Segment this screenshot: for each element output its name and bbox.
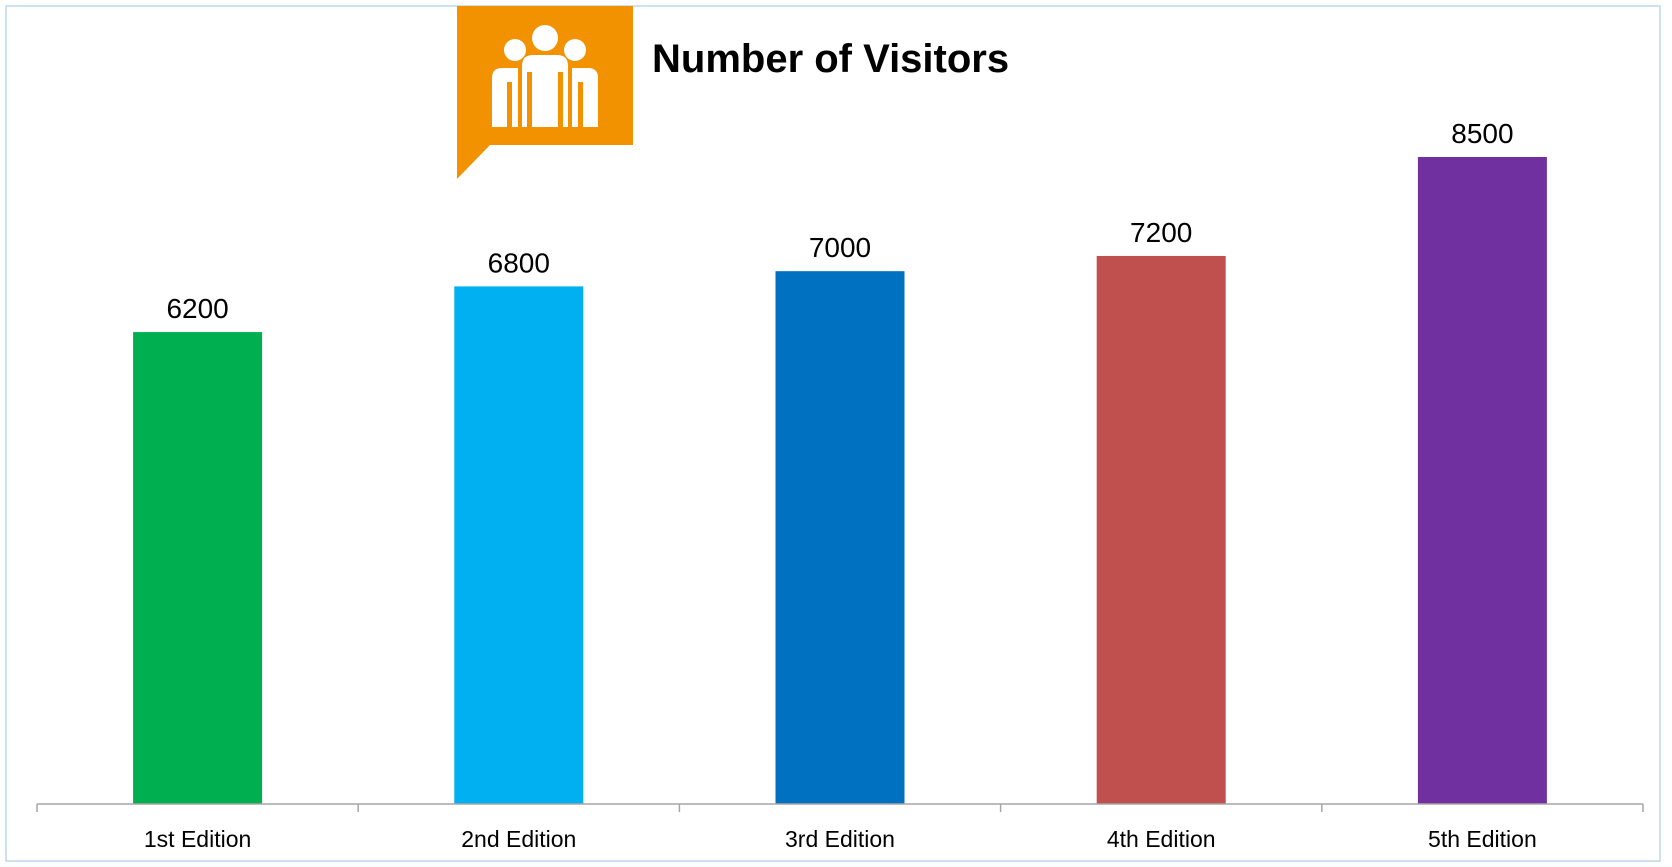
data-label-3: 7000 [809, 232, 871, 263]
chart-title: Number of Visitors [652, 37, 1009, 81]
x-axis-labels: 1st Edition 2nd Edition 3rd Edition 4th Edi… [144, 826, 1537, 852]
bar-5 [1417, 157, 1547, 804]
x-tick-label-2: 2nd Edition [461, 826, 576, 852]
data-label-4: 7200 [1130, 217, 1192, 248]
title-badge [457, 6, 633, 179]
chart-border [5, 5, 1661, 862]
x-tick-label-4: 4th Edition [1107, 826, 1216, 852]
bar-1 [133, 332, 263, 804]
people-group-icon [492, 25, 598, 127]
data-label-1: 6200 [166, 293, 228, 324]
bar-4 [1096, 255, 1226, 804]
x-axis-ticks [36, 804, 1644, 812]
data-label-2: 6800 [488, 247, 550, 278]
bar-3 [775, 271, 905, 804]
x-tick-label-3: 3rd Edition [785, 826, 895, 852]
x-tick-label-1: 1st Edition [144, 826, 251, 852]
bar-2 [454, 286, 584, 804]
data-labels-group: 6200 6800 7000 7200 8500 [166, 118, 1513, 324]
bars-group [133, 157, 1547, 804]
data-label-5: 8500 [1451, 118, 1513, 149]
x-tick-label-5: 5th Edition [1428, 826, 1537, 852]
